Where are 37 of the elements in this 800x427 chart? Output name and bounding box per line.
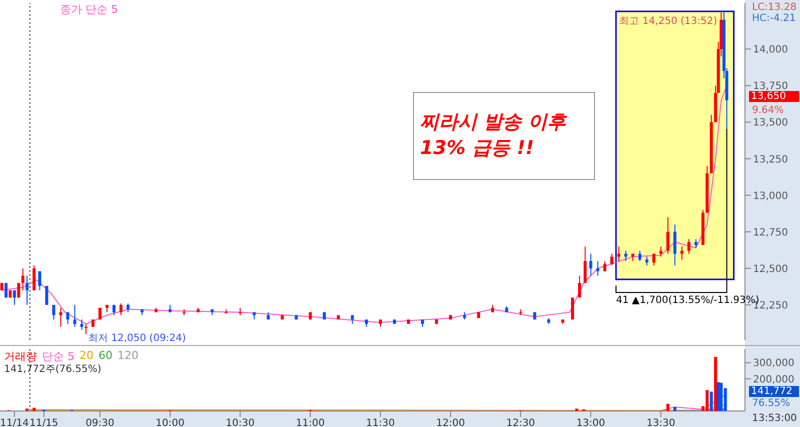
x-tick-label: 13:30 [646, 418, 676, 427]
annotation: 최고 14,250 (13:52) [619, 14, 718, 28]
x-tick-label: 11/15 [29, 418, 58, 427]
y-tick-label: 200,000 [753, 374, 794, 386]
annotation: 141,772주(76.55%) [4, 363, 102, 376]
annotation: 최저 12,050 (09:24) [88, 332, 186, 346]
text: 거래량 [4, 349, 37, 364]
y-tick-label: 12,750 [753, 227, 788, 238]
text: 13:53:00 [752, 413, 797, 424]
x-tick-label: 11:30 [366, 418, 395, 427]
text: 60 [98, 349, 112, 364]
annotation: 찌라시 발송 이후 13% 급등 !! [413, 92, 595, 180]
text: 종가 단순 5 [60, 2, 118, 17]
y-tick-label: 300,000 [753, 358, 794, 370]
y-tick-label: 14,000 [753, 44, 788, 56]
x-tick-label: 10:30 [226, 418, 255, 427]
x-tick-label: 09:30 [86, 418, 114, 427]
x-tick-label: 10:00 [156, 418, 185, 427]
x-tick-label: 13:00 [576, 418, 606, 427]
text: 13,650 [749, 91, 799, 102]
text: 141,772 [749, 386, 799, 397]
text: 120 [118, 349, 138, 364]
text: 단순 5 [42, 349, 74, 364]
x-tick-label: 11:00 [296, 418, 325, 427]
x-tick-label: 12:30 [506, 418, 536, 427]
text: 9.64% [752, 105, 784, 116]
x-tick-label: 11/14 [0, 418, 29, 427]
y-tick-label: 13,250 [753, 154, 788, 166]
x-tick-label: 12:00 [436, 418, 465, 427]
text: 76.55% [752, 398, 790, 409]
y-tick-label: 13,500 [753, 118, 788, 129]
text: LC:13.28 [752, 2, 797, 13]
text: 20 [80, 349, 94, 364]
y-tick-label: 12,500 [753, 264, 788, 275]
y-tick-label: 13,750 [753, 81, 788, 92]
y-tick-label: 13,000 [753, 190, 788, 202]
text: HC:-4.21 [752, 13, 796, 24]
